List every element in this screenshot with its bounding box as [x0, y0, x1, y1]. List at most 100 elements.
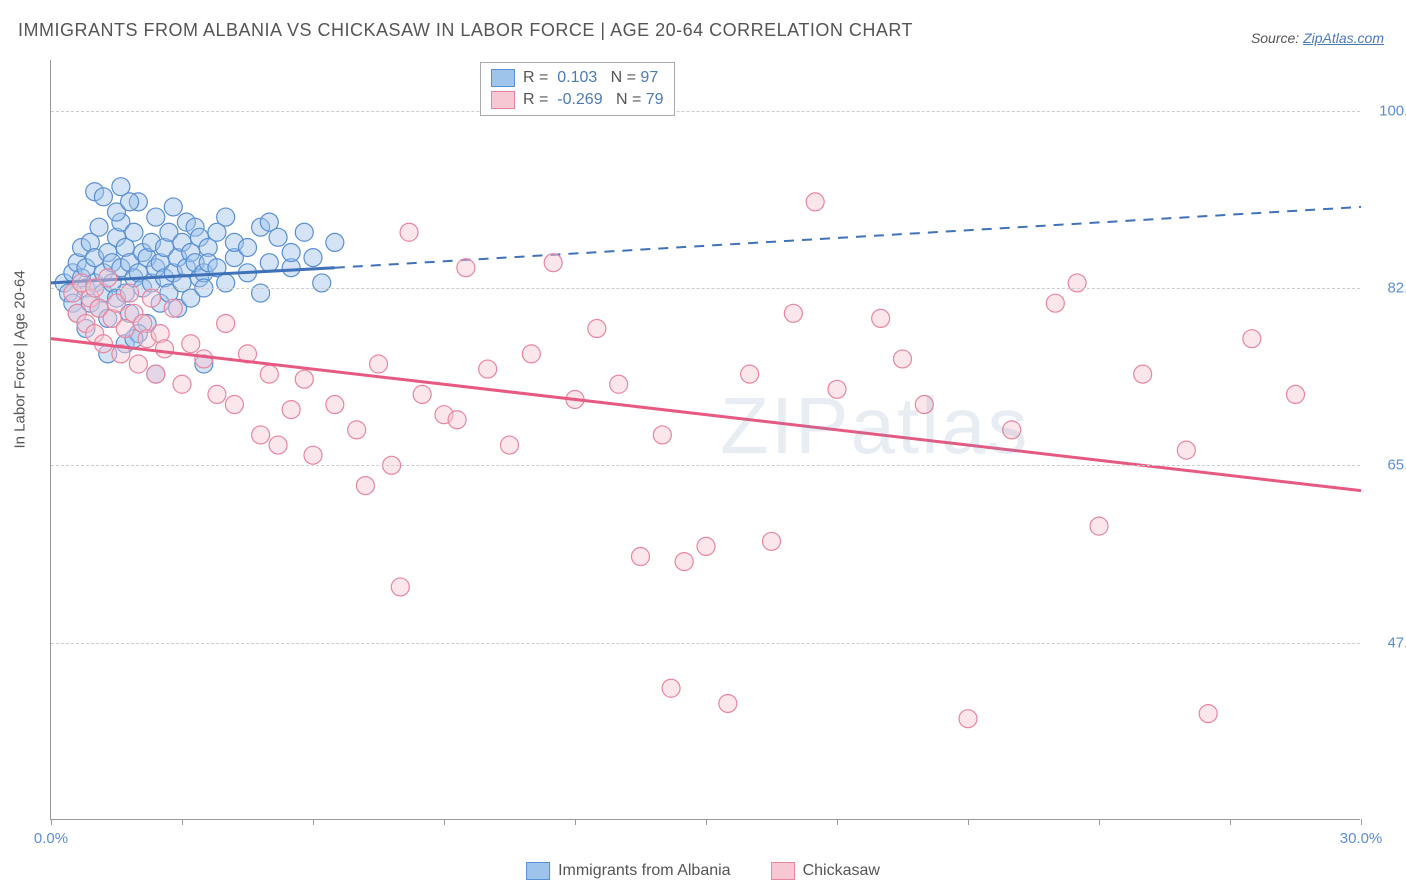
scatter-point: [147, 208, 165, 226]
scatter-point: [806, 193, 824, 211]
scatter-point: [894, 350, 912, 368]
scatter-point: [326, 396, 344, 414]
y-tick-label: 82.5%: [1387, 280, 1406, 297]
y-tick-label: 65.0%: [1387, 457, 1406, 474]
x-tick: [706, 819, 707, 825]
scatter-point: [313, 274, 331, 292]
chart-title: IMMIGRANTS FROM ALBANIA VS CHICKASAW IN …: [18, 20, 913, 41]
y-tick-label: 100.0%: [1379, 102, 1406, 119]
x-tick: [575, 819, 576, 825]
scatter-point: [413, 385, 431, 403]
scatter-point: [1134, 365, 1152, 383]
legend-swatch: [526, 862, 550, 880]
scatter-point: [544, 254, 562, 272]
correlation-legend: R = 0.103 N = 97 R = -0.269 N = 79: [480, 62, 675, 116]
x-tick: [1361, 819, 1362, 825]
scatter-point: [959, 710, 977, 728]
x-tick: [837, 819, 838, 825]
scatter-point: [1243, 330, 1261, 348]
scatter-point: [260, 254, 278, 272]
x-tick: [182, 819, 183, 825]
trend-line-extrapolated: [335, 207, 1361, 268]
scatter-point: [195, 350, 213, 368]
scatter-point: [588, 320, 606, 338]
scatter-point: [173, 375, 191, 393]
source-link[interactable]: ZipAtlas.com: [1303, 30, 1384, 46]
scatter-point: [125, 223, 143, 241]
scatter-point: [1068, 274, 1086, 292]
x-tick: [1230, 819, 1231, 825]
scatter-point: [1287, 385, 1305, 403]
legend-swatch: [491, 69, 515, 87]
scatter-point: [129, 355, 147, 373]
scatter-point: [741, 365, 759, 383]
scatter-point: [522, 345, 540, 363]
x-tick: [1099, 819, 1100, 825]
legend-stats: R = 0.103 N = 97: [523, 69, 658, 87]
scatter-point: [719, 694, 737, 712]
scatter-point: [391, 578, 409, 596]
scatter-point: [217, 274, 235, 292]
scatter-point: [1090, 517, 1108, 535]
scatter-point: [295, 223, 313, 241]
scatter-point: [269, 228, 287, 246]
scatter-point: [326, 233, 344, 251]
scatter-point: [370, 355, 388, 373]
scatter-point: [1003, 421, 1021, 439]
series-legend-item: Chickasaw: [771, 862, 880, 880]
scatter-point: [121, 284, 139, 302]
scatter-point: [208, 385, 226, 403]
series-legend: Immigrants from Albania Chickasaw: [526, 862, 880, 880]
gridline: [51, 111, 1360, 112]
correlation-legend-row: R = -0.269 N = 79: [491, 89, 664, 111]
legend-stats: R = -0.269 N = 79: [523, 91, 664, 109]
x-tick: [444, 819, 445, 825]
gridline: [51, 288, 1360, 289]
x-tick: [968, 819, 969, 825]
scatter-point: [156, 340, 174, 358]
scatter-point: [252, 284, 270, 302]
scatter-point: [457, 259, 475, 277]
scatter-point: [479, 360, 497, 378]
gridline: [51, 465, 1360, 466]
scatter-point: [1177, 441, 1195, 459]
trend-line: [51, 339, 1361, 491]
legend-swatch: [771, 862, 795, 880]
scatter-point: [872, 309, 890, 327]
scatter-point: [217, 208, 235, 226]
scatter-point: [348, 421, 366, 439]
scatter-point: [269, 436, 287, 454]
scatter-point: [282, 244, 300, 262]
scatter-point: [304, 249, 322, 267]
scatter-point: [632, 548, 650, 566]
scatter-point: [99, 269, 117, 287]
scatter-plot-svg: [51, 60, 1360, 819]
source-attribution: Source: ZipAtlas.com: [1251, 30, 1384, 46]
scatter-point: [828, 380, 846, 398]
series-legend-label: Chickasaw: [803, 862, 880, 880]
scatter-point: [217, 314, 235, 332]
y-tick-label: 47.5%: [1387, 634, 1406, 651]
scatter-point: [915, 396, 933, 414]
scatter-point: [501, 436, 519, 454]
scatter-point: [94, 188, 112, 206]
scatter-point: [662, 679, 680, 697]
scatter-point: [260, 365, 278, 383]
scatter-point: [400, 223, 418, 241]
scatter-point: [121, 193, 139, 211]
scatter-point: [90, 218, 108, 236]
series-legend-label: Immigrants from Albania: [558, 862, 731, 880]
scatter-point: [295, 370, 313, 388]
scatter-point: [610, 375, 628, 393]
scatter-point: [304, 446, 322, 464]
scatter-point: [239, 238, 257, 256]
scatter-point: [1199, 705, 1217, 723]
scatter-point: [182, 335, 200, 353]
correlation-legend-row: R = 0.103 N = 97: [491, 67, 664, 89]
scatter-point: [356, 477, 374, 495]
x-tick: [51, 819, 52, 825]
source-label: Source:: [1251, 30, 1299, 46]
scatter-point: [697, 537, 715, 555]
series-legend-item: Immigrants from Albania: [526, 862, 731, 880]
gridline: [51, 643, 1360, 644]
